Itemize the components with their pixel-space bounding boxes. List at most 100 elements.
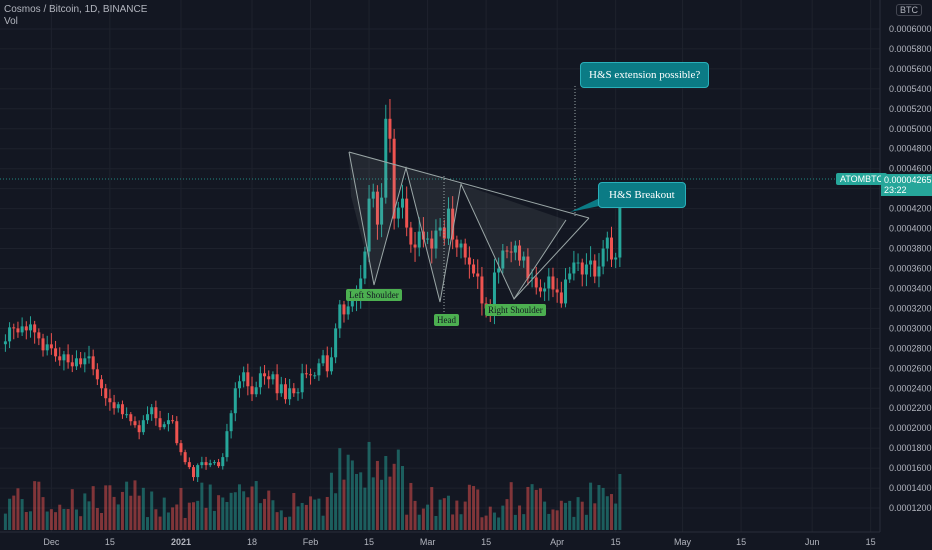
candle-body	[384, 118, 388, 198]
candle-body	[33, 324, 37, 333]
volume-bar	[430, 487, 434, 530]
volume-bar	[246, 497, 250, 530]
candle-body	[413, 244, 417, 248]
volume-bar	[309, 496, 313, 530]
candle-body	[24, 326, 28, 331]
volume-bar	[12, 495, 16, 530]
extension-note[interactable]: H&S extension possible?	[580, 62, 710, 88]
volume-bar	[104, 485, 108, 530]
price-tick-label: 0.0006000	[889, 24, 932, 34]
price-tick-label: 0.0004200	[889, 204, 932, 214]
volume-bar	[551, 509, 555, 530]
price-tick-label: 0.0001400	[889, 483, 932, 493]
volume-bar	[413, 500, 417, 530]
candle-body	[593, 260, 597, 277]
volume-bar	[49, 509, 53, 530]
volume-bar	[108, 485, 112, 530]
price-tick-label: 0.0004800	[889, 144, 932, 154]
head-label[interactable]: Head	[434, 314, 459, 326]
candle-body	[610, 237, 613, 260]
candle-body	[162, 424, 166, 428]
volume-bar	[350, 460, 354, 530]
volume-bar	[292, 493, 296, 530]
candle-body	[501, 250, 505, 269]
candle-body	[58, 356, 62, 361]
volume-legend[interactable]: Vol	[4, 16, 18, 27]
volume-bar	[530, 484, 534, 530]
candle-body	[146, 414, 150, 421]
currency-badge[interactable]: BTC	[896, 4, 922, 16]
volume-bar	[589, 482, 593, 530]
candle-body	[279, 384, 283, 394]
volume-bar	[62, 508, 66, 530]
price-tick-label: 0.0003600	[889, 263, 932, 273]
price-axis: 0.0001200 0.0001400 0.0001600 0.0001800 0.00…	[879, 0, 932, 532]
time-axis: Dec15202118Feb15Mar15Apr15May15Jun15Jul	[0, 531, 932, 547]
candle-body	[196, 465, 200, 478]
volume-bar	[405, 514, 409, 530]
candle-body	[129, 414, 133, 422]
volume-bar	[555, 510, 559, 530]
candle-body	[179, 443, 183, 453]
time-tick-label: Jun	[805, 537, 820, 547]
volume-bar	[20, 499, 24, 530]
volume-bar	[116, 504, 120, 530]
candle-body	[204, 462, 208, 466]
candle-body	[283, 384, 287, 400]
candle-body	[79, 358, 83, 365]
time-tick-label: 18	[247, 537, 257, 547]
volume-bar	[334, 493, 338, 530]
volume-bar	[150, 491, 154, 530]
volume-bar	[417, 514, 421, 530]
candle-body	[430, 238, 434, 249]
candle-body	[108, 398, 112, 403]
candle-body	[367, 198, 371, 252]
volume-bar	[79, 516, 83, 530]
breakout-note[interactable]: H&S Breakout	[598, 182, 686, 208]
volume-bar	[593, 503, 597, 530]
volume-bar	[313, 499, 317, 530]
time-tick-label: Dec	[43, 537, 60, 547]
pattern-fill	[406, 168, 461, 302]
head-and-shoulders-pattern	[348, 86, 604, 314]
pattern-fill	[461, 184, 566, 299]
volume-bar	[401, 466, 404, 530]
volume-bar	[463, 501, 467, 530]
volume-bar	[225, 501, 229, 530]
volume-bar	[522, 514, 526, 530]
volume-bar	[513, 514, 517, 530]
chart-grid	[0, 0, 880, 532]
left-shoulder-label[interactable]: Left Shoulder	[346, 289, 402, 301]
candle-body	[66, 354, 70, 363]
candle-body	[584, 264, 588, 275]
candle-body	[334, 328, 338, 358]
candle-body	[509, 251, 513, 253]
candle-body	[175, 421, 179, 444]
candle-body	[62, 354, 66, 361]
volume-bar	[518, 505, 522, 530]
candle-body	[346, 306, 350, 315]
candle-body	[455, 239, 459, 248]
volume-bar	[492, 512, 496, 530]
candle-body	[551, 276, 555, 290]
volume-bar	[95, 507, 99, 530]
volume-bar	[24, 511, 28, 530]
right-shoulder-label[interactable]: Right Shoulder	[485, 304, 546, 316]
volume-bar	[459, 514, 463, 530]
volume-bar	[267, 490, 271, 530]
candle-body	[472, 264, 476, 274]
volume-bar	[200, 482, 204, 530]
price-tick-label: 0.0003400	[889, 283, 932, 293]
volume-bar	[509, 482, 513, 530]
price-tick-label: 0.0004000	[889, 224, 932, 234]
volume-bar	[434, 516, 438, 530]
price-tick-label: 0.0002000	[889, 423, 932, 433]
candle-body	[325, 355, 329, 372]
candle-body	[359, 278, 363, 298]
volume-bar	[488, 506, 492, 530]
volume-bar	[438, 499, 442, 530]
volume-bar	[601, 487, 605, 530]
volume-bar	[355, 473, 359, 530]
candle-body	[141, 420, 145, 433]
